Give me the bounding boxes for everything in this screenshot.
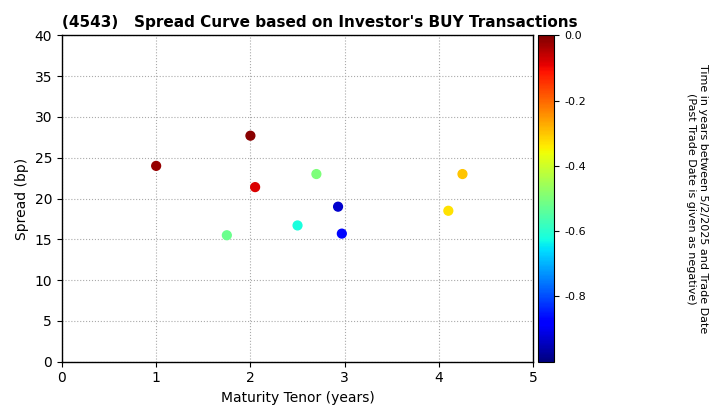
Point — [456, 171, 468, 177]
Point — [310, 171, 322, 177]
Point — [245, 132, 256, 139]
Point — [292, 222, 303, 229]
Point — [443, 207, 454, 214]
Y-axis label: Spread (bp): Spread (bp) — [15, 158, 29, 239]
Point — [249, 184, 261, 190]
Point — [150, 163, 162, 169]
Point — [333, 203, 344, 210]
Text: (4543)   Spread Curve based on Investor's BUY Transactions: (4543) Spread Curve based on Investor's … — [62, 15, 577, 30]
X-axis label: Maturity Tenor (years): Maturity Tenor (years) — [220, 391, 374, 405]
Y-axis label: Time in years between 5/2/2025 and Trade Date
(Past Trade Date is given as negat: Time in years between 5/2/2025 and Trade… — [686, 64, 708, 333]
Point — [221, 232, 233, 239]
Point — [336, 230, 348, 237]
